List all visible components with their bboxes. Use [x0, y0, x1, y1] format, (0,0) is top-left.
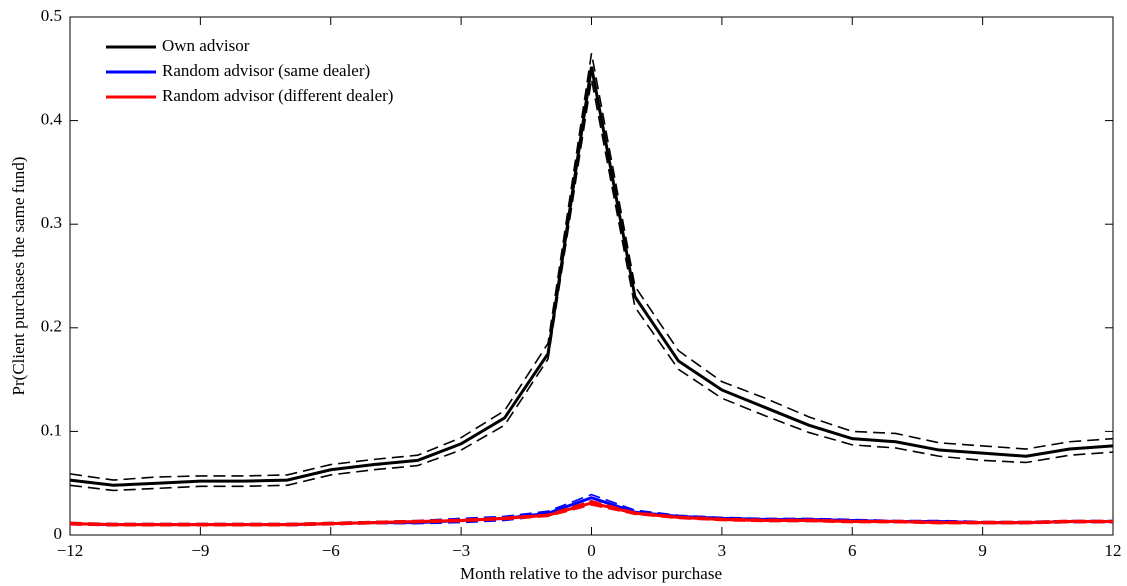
confidence-band [69, 53, 1114, 481]
x-tick-label: 9 [978, 541, 987, 560]
y-tick-label: 0.3 [41, 213, 62, 232]
x-tick-label: 3 [718, 541, 727, 560]
x-tick-label: −9 [191, 541, 209, 560]
series-line [69, 66, 1114, 487]
x-tick-label: −12 [57, 541, 84, 560]
x-tick-label: −3 [452, 541, 470, 560]
y-tick-label: 0.1 [41, 420, 62, 439]
x-tick-label: 6 [848, 541, 857, 560]
legend-label: Random advisor (same dealer) [162, 61, 370, 80]
y-axis-label: Pr(Client purchases the same fund) [9, 157, 28, 396]
legend-label: Random advisor (different dealer) [162, 86, 393, 105]
y-tick-label: 0 [54, 524, 63, 543]
y-tick-label: 0.5 [41, 6, 62, 25]
x-tick-label: −6 [322, 541, 340, 560]
y-tick-label: 0.4 [41, 110, 63, 129]
x-tick-label: 0 [587, 541, 596, 560]
y-tick-label: 0.2 [41, 317, 62, 336]
x-axis-label: Month relative to the advisor purchase [460, 564, 722, 583]
series-line [69, 501, 1113, 527]
legend-label: Own advisor [162, 36, 250, 55]
x-tick-label: 12 [1105, 541, 1122, 560]
confidence-band [69, 79, 1114, 492]
